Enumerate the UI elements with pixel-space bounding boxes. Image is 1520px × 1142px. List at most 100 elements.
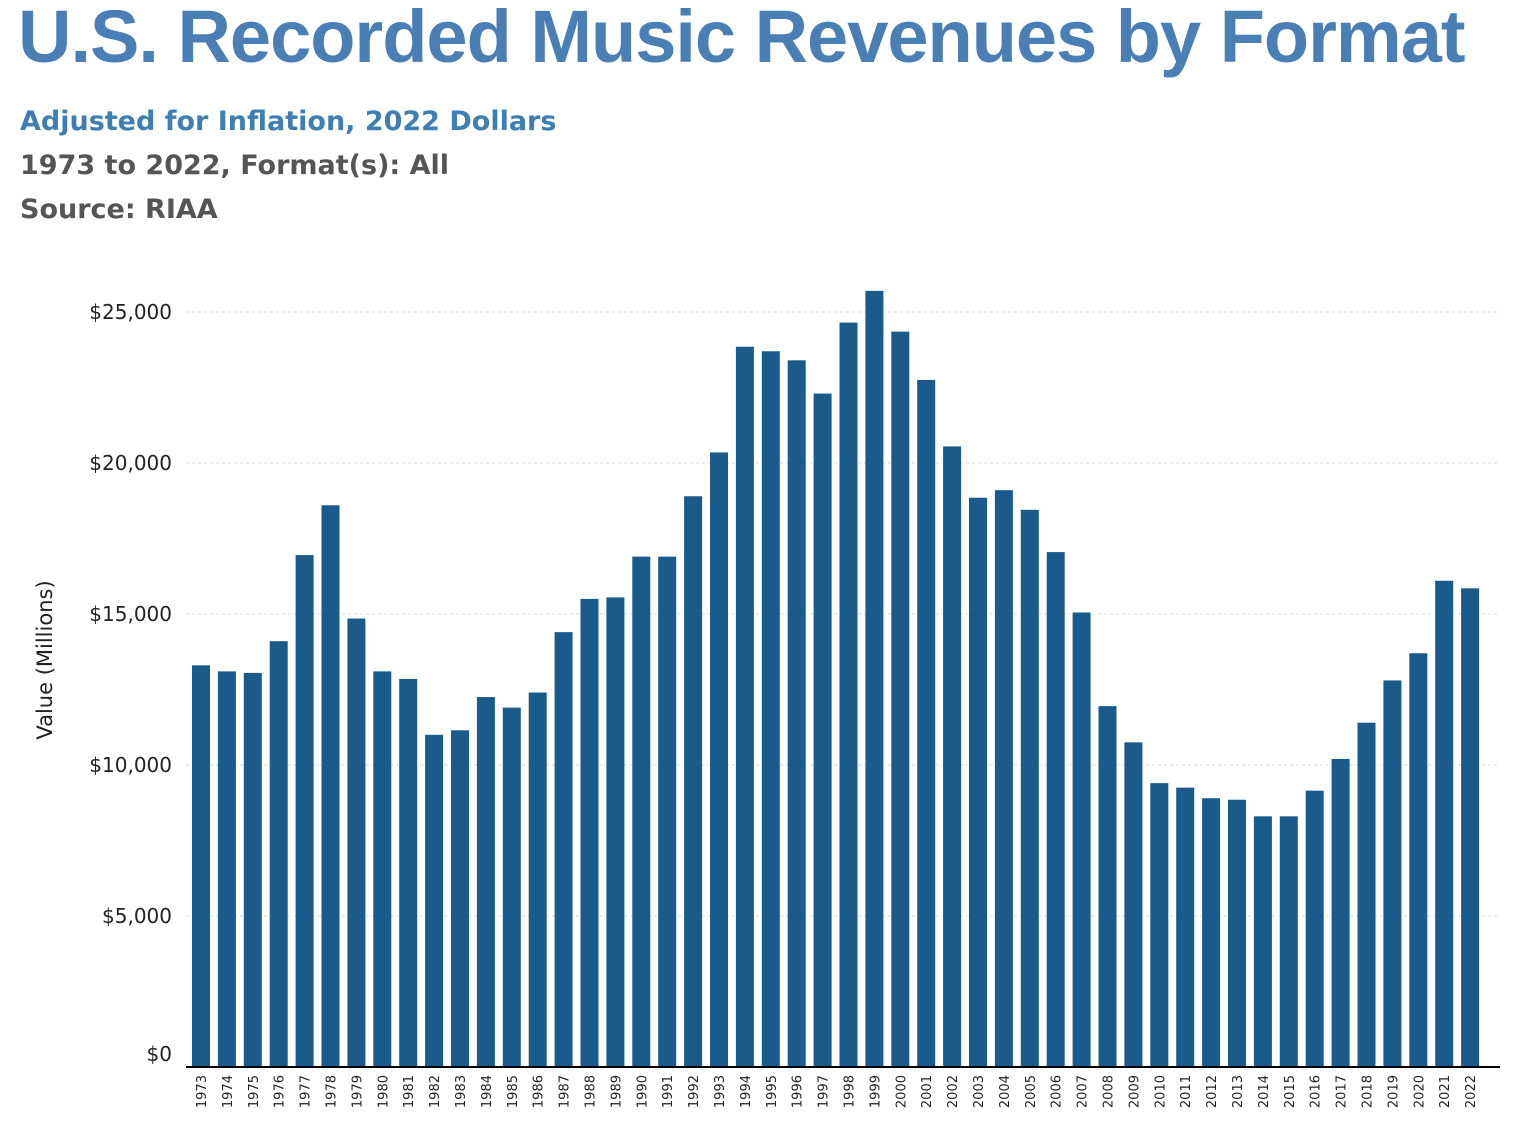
- bar-1987[interactable]: [554, 632, 573, 1067]
- bar-1981[interactable]: [399, 678, 418, 1067]
- bar-2020[interactable]: [1409, 653, 1428, 1067]
- bar-2019[interactable]: [1383, 680, 1402, 1067]
- y-tick-label: $10,000: [89, 753, 172, 777]
- bar-1977[interactable]: [295, 555, 314, 1067]
- x-tick-label-1999: 1999: [868, 1075, 883, 1108]
- bar-1980[interactable]: [373, 671, 392, 1067]
- x-tick-label-1993: 1993: [713, 1075, 728, 1108]
- x-tick-label-1982: 1982: [428, 1075, 443, 1108]
- bar-2014[interactable]: [1253, 816, 1272, 1067]
- bar-1975[interactable]: [243, 672, 262, 1067]
- x-tick-label-1979: 1979: [350, 1075, 365, 1108]
- x-tick-label-2001: 2001: [920, 1075, 935, 1108]
- bar-2016[interactable]: [1305, 790, 1324, 1067]
- bar-2001[interactable]: [917, 379, 936, 1067]
- bar-1982[interactable]: [425, 734, 444, 1067]
- x-tick-label-2019: 2019: [1386, 1075, 1401, 1108]
- bar-2008[interactable]: [1098, 706, 1117, 1067]
- x-tick-label-2006: 2006: [1050, 1075, 1065, 1108]
- bar-2021[interactable]: [1435, 580, 1454, 1067]
- bar-2004[interactable]: [994, 490, 1013, 1067]
- bar-1997[interactable]: [813, 393, 832, 1067]
- chart-subtitle-inflation: Adjusted for Inflation, 2022 Dollars: [20, 106, 557, 137]
- bar-2000[interactable]: [891, 331, 910, 1067]
- bar-2002[interactable]: [943, 446, 962, 1067]
- bar-1994[interactable]: [735, 346, 754, 1068]
- x-tick-label-1992: 1992: [687, 1075, 702, 1108]
- x-tick-label-2008: 2008: [1102, 1075, 1117, 1108]
- x-tick-label-2005: 2005: [1024, 1075, 1039, 1108]
- x-axis-ticks: 1973 1974 1975 1976 1977 1978 1979 1980 1981 1982…: [195, 1075, 1479, 1108]
- x-tick-label-1986: 1986: [532, 1075, 547, 1108]
- x-tick-label-1981: 1981: [402, 1075, 417, 1108]
- x-tick-label-1975: 1975: [247, 1075, 262, 1108]
- bar-1985[interactable]: [502, 707, 521, 1067]
- bar-2012[interactable]: [1202, 798, 1221, 1067]
- x-tick-label-2007: 2007: [1076, 1075, 1091, 1108]
- bar-2007[interactable]: [1072, 612, 1091, 1067]
- x-tick-label-1984: 1984: [480, 1075, 495, 1108]
- x-tick-label-1980: 1980: [376, 1075, 391, 1108]
- y-tick-label: $25,000: [89, 300, 172, 324]
- x-tick-label-2018: 2018: [1361, 1075, 1376, 1108]
- bar-2009[interactable]: [1124, 742, 1143, 1067]
- bar-1986[interactable]: [528, 692, 547, 1067]
- x-tick-label-2012: 2012: [1205, 1075, 1220, 1108]
- y-axis-ticks: $0 $5,000 $10,000 $15,000 $20,000 $25,000: [89, 300, 172, 1066]
- bar-2015[interactable]: [1279, 816, 1298, 1067]
- bar-1983[interactable]: [451, 730, 469, 1067]
- bar-1978[interactable]: [321, 505, 340, 1067]
- x-tick-label-1974: 1974: [221, 1075, 236, 1108]
- x-tick-label-2002: 2002: [946, 1075, 961, 1108]
- x-tick-label-2003: 2003: [972, 1075, 987, 1108]
- bar-1995[interactable]: [761, 351, 780, 1067]
- x-tick-label-2017: 2017: [1335, 1075, 1350, 1108]
- x-tick-label-2000: 2000: [894, 1075, 909, 1108]
- bar-1991[interactable]: [658, 556, 677, 1067]
- bar-1976[interactable]: [269, 641, 288, 1067]
- bar-2018[interactable]: [1357, 722, 1376, 1067]
- bar-2010[interactable]: [1150, 783, 1169, 1067]
- chart-title: U.S. Recorded Music Revenues by Format: [18, 0, 1466, 78]
- x-tick-label-1995: 1995: [765, 1075, 780, 1108]
- bar-1974[interactable]: [217, 671, 236, 1067]
- bar-2022[interactable]: [1461, 588, 1480, 1067]
- x-tick-label-2013: 2013: [1231, 1075, 1246, 1108]
- chart-subtitle-range: 1973 to 2022, Format(s): All: [20, 150, 450, 181]
- bar-1984[interactable]: [476, 697, 495, 1067]
- bar-1979[interactable]: [347, 618, 366, 1067]
- bar-1988[interactable]: [580, 598, 599, 1067]
- bar-2013[interactable]: [1228, 799, 1246, 1067]
- bar-2006[interactable]: [1046, 552, 1065, 1067]
- x-tick-label-1989: 1989: [609, 1075, 624, 1108]
- y-tick-label: $20,000: [89, 451, 172, 475]
- x-tick-label-1978: 1978: [325, 1075, 340, 1108]
- x-tick-label-1977: 1977: [299, 1075, 314, 1108]
- bar-1996[interactable]: [787, 360, 806, 1067]
- x-tick-label-1973: 1973: [195, 1075, 210, 1108]
- x-tick-label-1997: 1997: [817, 1075, 832, 1108]
- bar-1998[interactable]: [839, 322, 858, 1067]
- x-tick-label-1991: 1991: [661, 1075, 676, 1108]
- bar-2011[interactable]: [1176, 787, 1195, 1067]
- bar-2017[interactable]: [1331, 758, 1350, 1067]
- bar-1999[interactable]: [865, 290, 884, 1067]
- bar-1989[interactable]: [606, 597, 625, 1067]
- x-tick-label-1988: 1988: [584, 1075, 599, 1108]
- x-tick-label-2021: 2021: [1438, 1075, 1453, 1108]
- x-tick-label-1983: 1983: [454, 1075, 469, 1108]
- x-tick-label-1976: 1976: [273, 1075, 288, 1108]
- bar-1973[interactable]: [192, 665, 210, 1067]
- bar-1993[interactable]: [710, 452, 728, 1067]
- bar-1990[interactable]: [632, 556, 651, 1067]
- x-tick-label-2009: 2009: [1127, 1075, 1142, 1108]
- x-tick-label-2015: 2015: [1283, 1075, 1298, 1108]
- x-tick-label-1998: 1998: [843, 1075, 858, 1108]
- x-tick-label-1996: 1996: [791, 1075, 806, 1108]
- x-tick-label-2022: 2022: [1464, 1075, 1479, 1108]
- bar-2005[interactable]: [1020, 509, 1039, 1067]
- bar-2003[interactable]: [969, 497, 987, 1068]
- bar-1992[interactable]: [684, 496, 703, 1068]
- y-tick-label: $5,000: [102, 904, 172, 928]
